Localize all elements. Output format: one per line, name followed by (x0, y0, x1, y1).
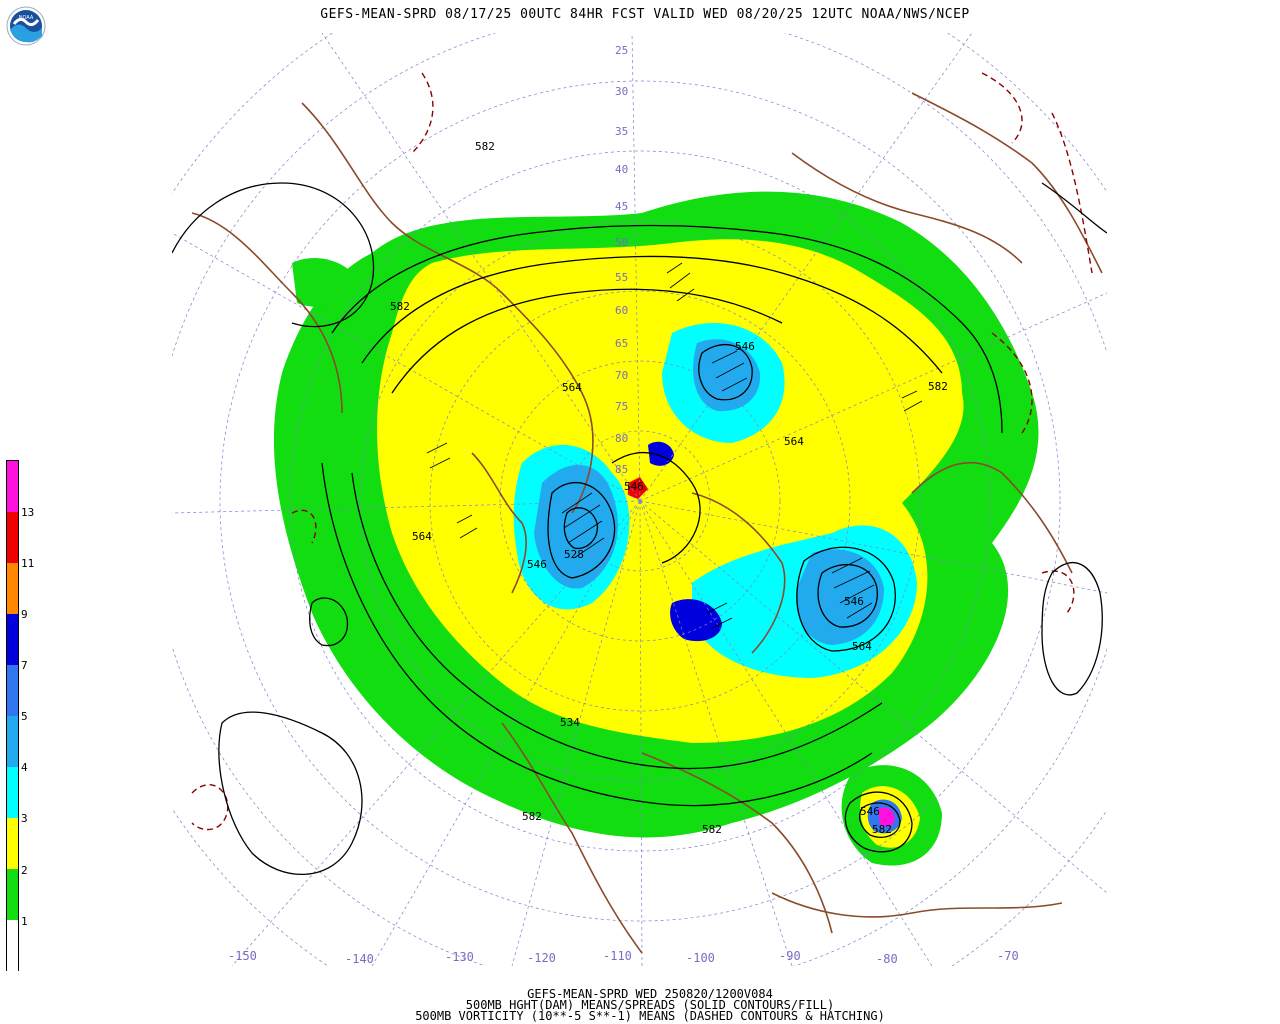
contour-label: 534 (560, 716, 580, 729)
lon-label: -80 (876, 952, 898, 966)
lat-label: 25 (615, 44, 628, 57)
noaa-logo: NOAA (6, 6, 46, 46)
colorbar-segment (7, 716, 18, 767)
colorbar-label: 13 (21, 506, 35, 519)
lat-label: 75 (615, 400, 628, 413)
vorticity-contours (191, 72, 1093, 831)
contour-label: 582 (928, 380, 948, 393)
colorbar-segment (7, 869, 18, 920)
lat-label: 35 (615, 125, 628, 138)
colorbar-label: 9 (21, 608, 28, 621)
contour-label: 582 (872, 823, 892, 836)
coastlines (191, 92, 1103, 954)
spread-fill-1b (292, 258, 357, 307)
contour-label: 582 (522, 810, 542, 823)
colorbar-label: 4 (21, 761, 28, 774)
contour-label: 582 (390, 300, 410, 313)
colorbar-label: 3 (21, 812, 28, 825)
vorticity-hatching (426, 262, 923, 629)
colorbar-segment (7, 920, 18, 972)
contour-label: 564 (412, 530, 432, 543)
colorbar-label: 5 (21, 710, 28, 723)
spread-fill-5 (670, 599, 722, 642)
spread-fill-8 (878, 807, 895, 827)
contour-label: 546 (527, 558, 547, 571)
contour-label: 564 (784, 435, 804, 448)
forecast-map: 582 582 582 564 564 546 528 546 564 534 … (172, 33, 1107, 966)
contour-label: 564 (852, 640, 872, 653)
lon-label: -150 (228, 949, 257, 963)
lat-label: 45 (615, 200, 628, 213)
colorbar-label: 1 (21, 915, 28, 928)
spread-colorbar (6, 460, 19, 972)
lat-label: 60 (615, 304, 628, 317)
lon-label: -70 (997, 949, 1019, 963)
contour-label: 546 (844, 595, 864, 608)
contour-label: 546 (624, 480, 644, 493)
lat-label: 30 (615, 85, 628, 98)
footer-line-2: 500MB HGHT(DAM) MEANS/SPREADS (SOLID CON… (465, 998, 835, 1012)
lat-label: 50 (615, 236, 628, 249)
logo-text: NOAA (19, 15, 34, 21)
colorbar-segment (7, 512, 18, 563)
colorbar-label: 11 (21, 557, 35, 570)
spread-fill-4 (534, 464, 618, 589)
lon-label: -130 (445, 950, 474, 964)
contour-label: 546 (860, 805, 880, 818)
lon-label: -100 (686, 951, 715, 965)
footer-line-1: GEFS-MEAN-SPRD WED 250820/1200V084 (527, 987, 773, 1001)
latitude-labels: 25 30 35 40 45 50 55 60 65 70 75 80 85 (615, 44, 628, 476)
lat-label: 70 (615, 369, 628, 382)
colorbar-segment (7, 563, 18, 614)
lon-label: -110 (603, 949, 632, 963)
contour-label: 582 (475, 140, 495, 153)
contour-labels: 582 582 582 564 564 546 528 546 564 534 … (390, 140, 948, 836)
colorbar-label: 2 (21, 864, 28, 877)
spread-fill-4b (796, 549, 884, 645)
lon-label: -90 (779, 949, 801, 963)
contour-label: 528 (564, 548, 584, 561)
lat-label: 80 (615, 432, 628, 445)
lon-label: -120 (527, 951, 556, 965)
contour-label: 564 (562, 381, 582, 394)
colorbar-segment (7, 665, 18, 716)
colorbar-segment (7, 818, 18, 869)
lat-label: 85 (615, 463, 628, 476)
contour-label: 546 (735, 340, 755, 353)
colorbar-label: 7 (21, 659, 28, 672)
colorbar-segment (7, 461, 18, 512)
footer-line-3: 500MB VORTICITY (10**-5 S**-1) MEANS (DA… (415, 1009, 885, 1023)
spread-fill-6 (628, 477, 648, 499)
lon-label: -140 (345, 952, 374, 966)
lat-label: 55 (615, 271, 628, 284)
contour-label: 582 (702, 823, 722, 836)
chart-title: GEFS-MEAN-SPRD 08/17/25 00UTC 84HR FCST … (320, 7, 970, 22)
colorbar-segment (7, 767, 18, 818)
colorbar-segment (7, 614, 18, 665)
lat-label: 65 (615, 337, 628, 350)
lat-label: 40 (615, 163, 628, 176)
height-contours (172, 182, 1107, 875)
